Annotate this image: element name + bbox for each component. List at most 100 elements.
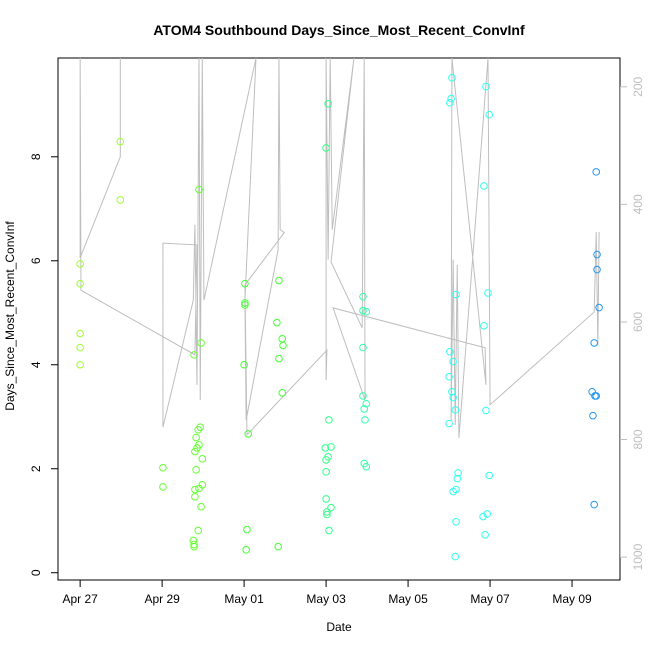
point (194, 526, 202, 535)
point (240, 360, 248, 369)
point (324, 99, 332, 108)
point (483, 510, 491, 518)
point (359, 306, 367, 315)
point (482, 406, 490, 415)
y2-tick-label: 600 (631, 312, 645, 332)
point (159, 463, 167, 472)
line (79, 58, 600, 438)
point (448, 387, 456, 396)
point (244, 430, 253, 438)
point (454, 469, 462, 477)
point (321, 444, 330, 452)
point (191, 485, 199, 494)
point (482, 82, 490, 91)
point (453, 474, 462, 483)
point (593, 265, 601, 274)
point (362, 307, 371, 316)
point (241, 279, 249, 288)
point (359, 343, 367, 352)
plot-area (76, 58, 603, 561)
point (327, 443, 335, 451)
x-tick-label: Apr 27 (62, 592, 98, 606)
point (480, 182, 488, 190)
point (274, 542, 282, 551)
point (451, 552, 460, 561)
point (322, 468, 330, 476)
point (590, 500, 598, 509)
point (479, 512, 487, 521)
point (190, 540, 198, 549)
point (445, 372, 453, 381)
point (452, 517, 460, 526)
point (116, 137, 125, 146)
y-tick-label: 6 (29, 257, 43, 264)
point (447, 94, 455, 103)
point (275, 276, 283, 285)
point (278, 334, 287, 343)
point (359, 292, 367, 301)
point (190, 542, 198, 551)
point (589, 411, 597, 420)
point (322, 144, 330, 152)
point (590, 339, 598, 347)
point (241, 301, 249, 309)
point (278, 389, 287, 397)
point (361, 416, 369, 424)
point (190, 351, 198, 359)
x-axis-label: Date (326, 620, 352, 634)
point (76, 329, 84, 338)
plot-box (57, 57, 621, 581)
point (446, 347, 454, 356)
point (448, 73, 456, 82)
point (192, 433, 200, 442)
y-tick-label: 8 (29, 153, 43, 160)
point (323, 508, 331, 516)
point (194, 425, 202, 434)
y-tick-label: 0 (29, 569, 43, 576)
point (360, 405, 369, 413)
point (449, 393, 457, 402)
point (485, 110, 494, 119)
point (327, 503, 335, 512)
point (197, 502, 205, 511)
point (593, 250, 601, 259)
y2-tick-label: 1000 (631, 543, 645, 570)
point (362, 462, 371, 471)
point (325, 526, 333, 535)
x-tick-label: May 09 (552, 592, 592, 606)
point (451, 406, 460, 414)
point (197, 339, 205, 347)
point (484, 289, 492, 297)
point (362, 399, 371, 408)
point (241, 299, 249, 307)
point (195, 185, 203, 194)
point (481, 530, 489, 539)
point (76, 260, 84, 268)
point (243, 525, 251, 534)
point (76, 279, 84, 288)
point (325, 416, 333, 424)
y-tick-label: 4 (29, 361, 43, 368)
x-tick-label: May 07 (470, 592, 510, 606)
point (193, 444, 201, 452)
point (76, 343, 84, 352)
point (449, 487, 457, 496)
x-tick-label: May 01 (224, 592, 264, 606)
point (195, 484, 203, 493)
chart-title: ATOM4 Southbound Days_Since_Most_Recent_… (153, 22, 525, 38)
y2-tick-label: 800 (631, 429, 645, 449)
point (159, 483, 167, 491)
point (322, 495, 330, 503)
point (359, 392, 367, 400)
point (480, 321, 488, 330)
x-tick-label: Apr 29 (144, 592, 180, 606)
point (196, 423, 205, 431)
point (485, 471, 494, 480)
point (191, 493, 199, 501)
point (595, 303, 603, 312)
point (242, 546, 250, 554)
point (449, 357, 457, 366)
point (446, 98, 454, 107)
y2-tick-label: 400 (631, 194, 645, 214)
